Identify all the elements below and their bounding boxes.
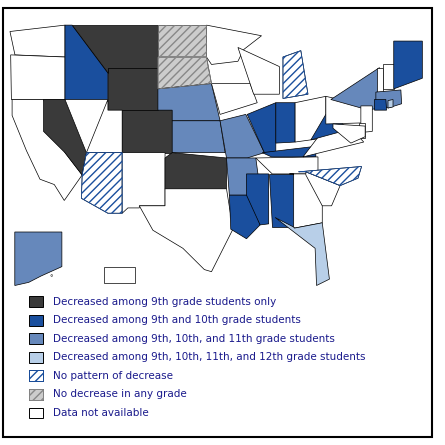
Polygon shape	[165, 153, 227, 189]
Polygon shape	[158, 84, 220, 121]
Polygon shape	[65, 25, 108, 100]
Polygon shape	[295, 96, 326, 142]
Polygon shape	[139, 189, 233, 272]
Text: No decrease in any grade: No decrease in any grade	[53, 389, 186, 400]
Polygon shape	[289, 174, 322, 228]
Polygon shape	[72, 25, 158, 73]
Polygon shape	[122, 153, 165, 213]
Polygon shape	[44, 100, 86, 175]
Polygon shape	[172, 121, 225, 153]
Polygon shape	[108, 68, 158, 110]
Polygon shape	[15, 232, 62, 286]
Polygon shape	[81, 153, 122, 213]
Polygon shape	[311, 114, 346, 140]
Polygon shape	[11, 55, 65, 100]
Polygon shape	[383, 65, 394, 89]
Polygon shape	[388, 100, 393, 108]
Bar	[29, 352, 43, 363]
Polygon shape	[333, 124, 365, 143]
Polygon shape	[227, 158, 258, 195]
Text: Decreased among 9th, 10th, 11th, and 12th grade students: Decreased among 9th, 10th, 11th, and 12t…	[53, 352, 365, 362]
Polygon shape	[86, 100, 122, 153]
Text: Data not available: Data not available	[53, 408, 149, 418]
Polygon shape	[376, 90, 401, 108]
Bar	[29, 408, 43, 418]
Polygon shape	[10, 25, 65, 57]
Polygon shape	[122, 110, 172, 153]
Bar	[29, 315, 43, 326]
Polygon shape	[275, 218, 329, 286]
Polygon shape	[303, 125, 364, 157]
Bar	[29, 296, 43, 307]
Polygon shape	[269, 174, 294, 227]
Polygon shape	[12, 100, 82, 201]
Polygon shape	[229, 195, 260, 239]
Polygon shape	[104, 267, 135, 283]
Text: Decreased among 9th grade students only: Decreased among 9th grade students only	[53, 297, 276, 307]
Bar	[29, 389, 43, 400]
Polygon shape	[376, 68, 383, 92]
Polygon shape	[394, 41, 422, 89]
Polygon shape	[158, 25, 206, 57]
Polygon shape	[158, 57, 211, 89]
Polygon shape	[206, 25, 262, 65]
Bar	[29, 333, 43, 344]
Bar	[29, 389, 43, 400]
Bar	[29, 371, 43, 381]
Polygon shape	[283, 51, 308, 98]
Polygon shape	[211, 84, 257, 114]
Bar	[29, 371, 43, 381]
Polygon shape	[262, 146, 316, 157]
Text: Decreased among 9th and 10th grade students: Decreased among 9th and 10th grade stude…	[53, 315, 301, 325]
Polygon shape	[361, 106, 372, 133]
Polygon shape	[299, 166, 362, 186]
Polygon shape	[374, 100, 387, 110]
Polygon shape	[276, 103, 295, 143]
Polygon shape	[256, 157, 318, 174]
Text: °: °	[49, 275, 53, 282]
Polygon shape	[360, 123, 365, 138]
Polygon shape	[238, 48, 279, 94]
Polygon shape	[331, 68, 383, 110]
Polygon shape	[306, 172, 340, 206]
Text: No pattern of decrease: No pattern of decrease	[53, 371, 173, 381]
Text: Decreased among 9th, 10th, and 11th grade students: Decreased among 9th, 10th, and 11th grad…	[53, 334, 335, 344]
Polygon shape	[220, 114, 264, 158]
Polygon shape	[247, 103, 276, 153]
Polygon shape	[326, 96, 367, 124]
Polygon shape	[247, 174, 269, 225]
